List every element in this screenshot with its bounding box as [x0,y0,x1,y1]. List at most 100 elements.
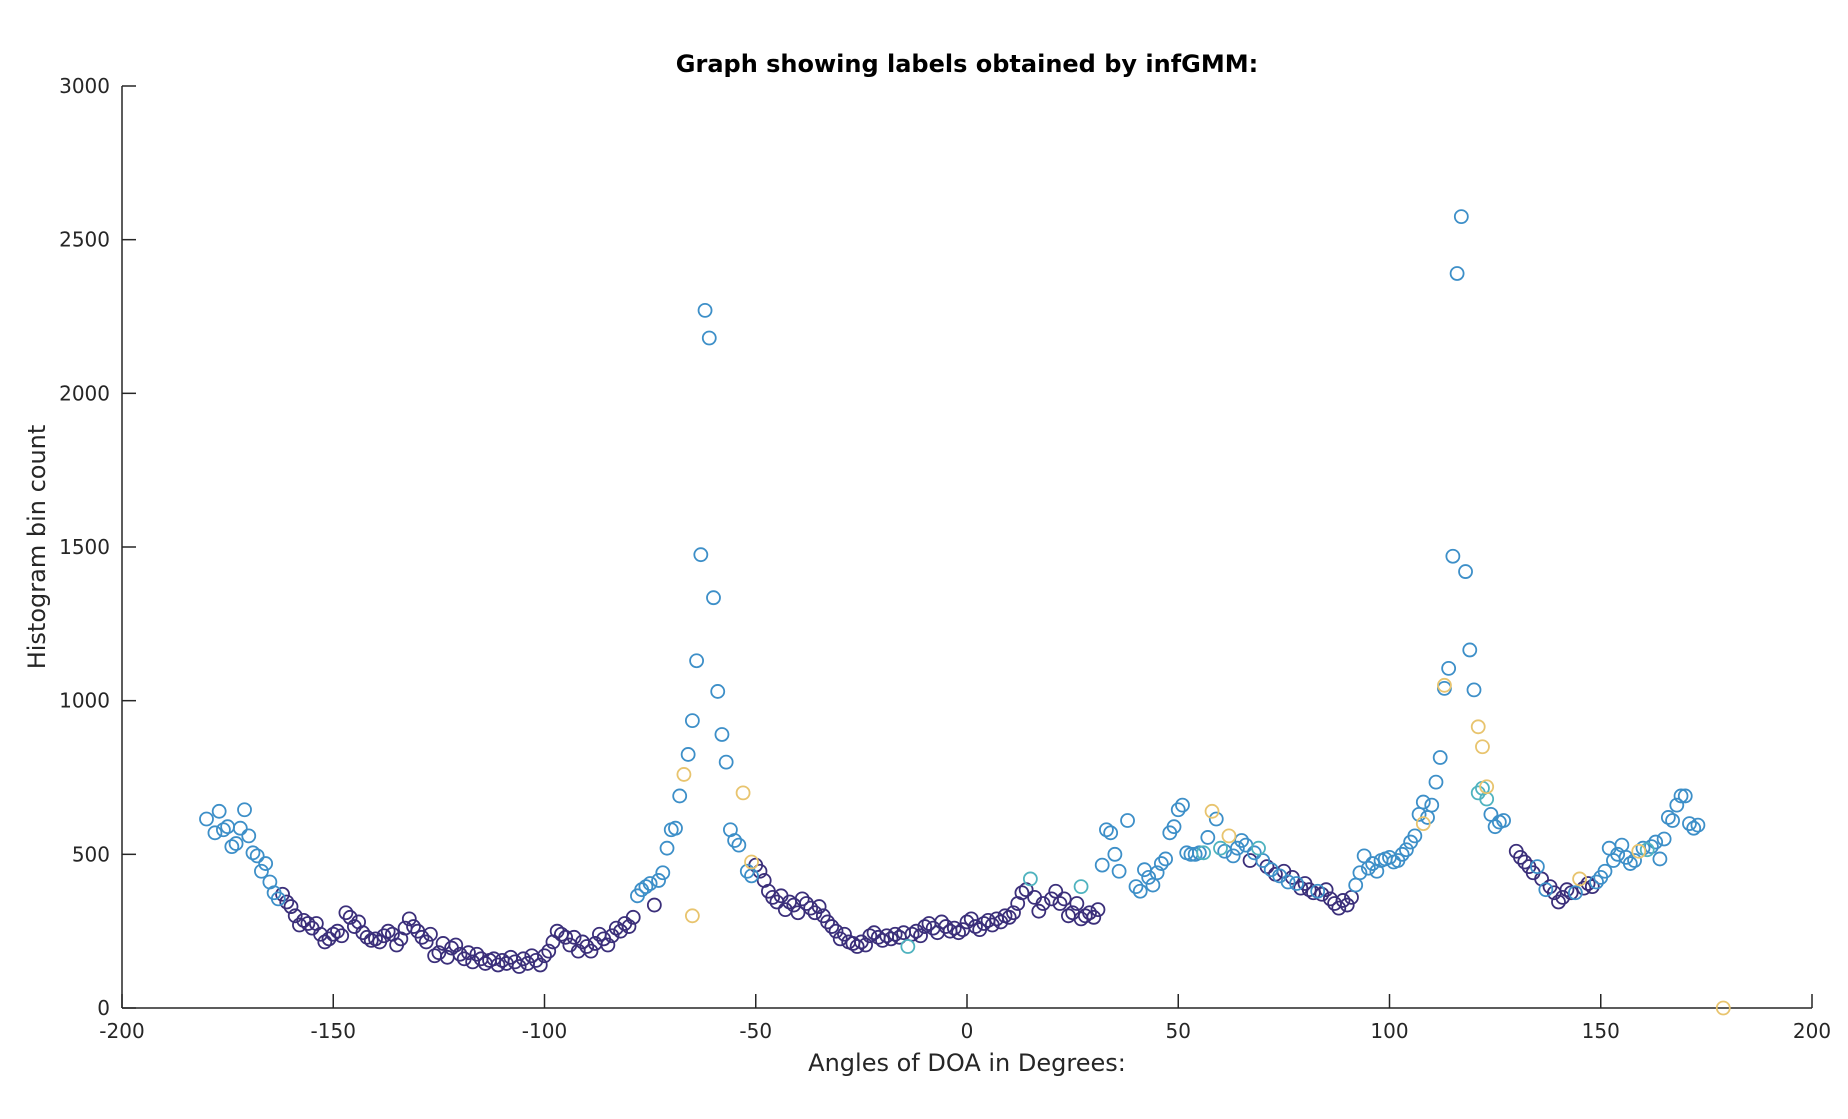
data-point [1483,806,1499,822]
data-point [1069,896,1085,911]
data-point [532,957,548,973]
y-tick-label: 2000 [59,381,110,405]
data-point [300,916,316,931]
data-point [1563,885,1579,901]
data-point [697,302,713,318]
data-point [1331,900,1347,916]
data-point [1048,883,1064,899]
data-point [693,547,709,563]
data-point [824,919,840,934]
data-point [1022,871,1038,887]
data-point [862,928,878,944]
data-point [1690,817,1706,833]
data-point [380,923,396,939]
data-point [1073,879,1089,895]
data-point [1399,842,1414,858]
data-point [659,840,675,856]
data-point [579,939,595,954]
data-point [672,788,688,804]
y-axis-label: Histogram bin count [23,425,51,670]
data-point [338,905,354,921]
data-point [739,863,755,879]
data-point [1445,548,1461,564]
data-point [625,909,641,925]
data-point [355,925,371,941]
data-point [706,590,721,606]
data-point [199,811,214,827]
data-point [646,897,662,913]
data-point [1246,845,1262,861]
data-point [1394,846,1410,862]
data-point [837,926,852,942]
data-point [1610,846,1626,862]
data-point [1428,774,1444,790]
data-point [215,822,231,838]
data-point [423,926,438,942]
data-point [254,863,269,879]
data-point [1660,810,1676,825]
x-tick-label: -200 [99,1019,144,1043]
data-point [828,923,844,939]
data-point [963,911,979,927]
data-point [1352,865,1368,881]
data-point [1344,889,1359,905]
data-point [359,929,375,945]
data-point [1437,680,1452,696]
data-point [938,919,954,934]
data-point [414,929,430,945]
data-point [1538,882,1554,898]
data-point [325,926,341,942]
data-point [701,330,717,346]
data-point [330,923,345,939]
data-point [583,943,599,959]
x-tick-label: 200 [1793,1019,1831,1043]
data-point [765,889,781,905]
data-point [1665,813,1680,828]
data-point [1120,813,1135,828]
data-point [1094,857,1110,873]
data-point [655,865,671,881]
data-point [638,879,654,895]
data-point [1191,845,1207,861]
data-point [1584,879,1600,895]
data-point [275,886,290,902]
data-point [528,952,544,968]
y-tick-label: 0 [97,996,110,1020]
data-point [1141,869,1157,885]
data-point [651,873,666,888]
data-point [1200,830,1216,845]
y-tick-label: 1000 [59,689,110,713]
data-point [1407,828,1423,844]
data-point [1415,794,1431,810]
data-point [1158,851,1173,867]
data-point [1090,902,1106,918]
data-point [224,839,240,855]
data-point [794,891,810,907]
data-point [710,684,726,699]
data-point [1293,880,1309,896]
data-point [1466,682,1482,698]
data-point [1175,797,1190,813]
data-point [1301,882,1317,898]
data-point [684,713,700,729]
x-tick-label: -100 [522,1019,567,1043]
data-point [1631,843,1647,859]
data-point [1145,877,1161,893]
data-point [1052,896,1068,911]
data-point [469,946,485,962]
data-point [1365,856,1380,871]
data-point [913,928,928,944]
data-point [976,916,992,931]
data-point [1128,879,1144,895]
data-point [1576,880,1592,896]
data-point [613,923,628,939]
data-point [461,945,476,961]
data-point [1449,266,1465,281]
y-tick-label: 3000 [59,74,110,98]
data-point [342,909,358,925]
data-point [1289,876,1304,891]
data-point [401,911,417,927]
data-point [1103,825,1119,841]
data-point [604,928,620,944]
